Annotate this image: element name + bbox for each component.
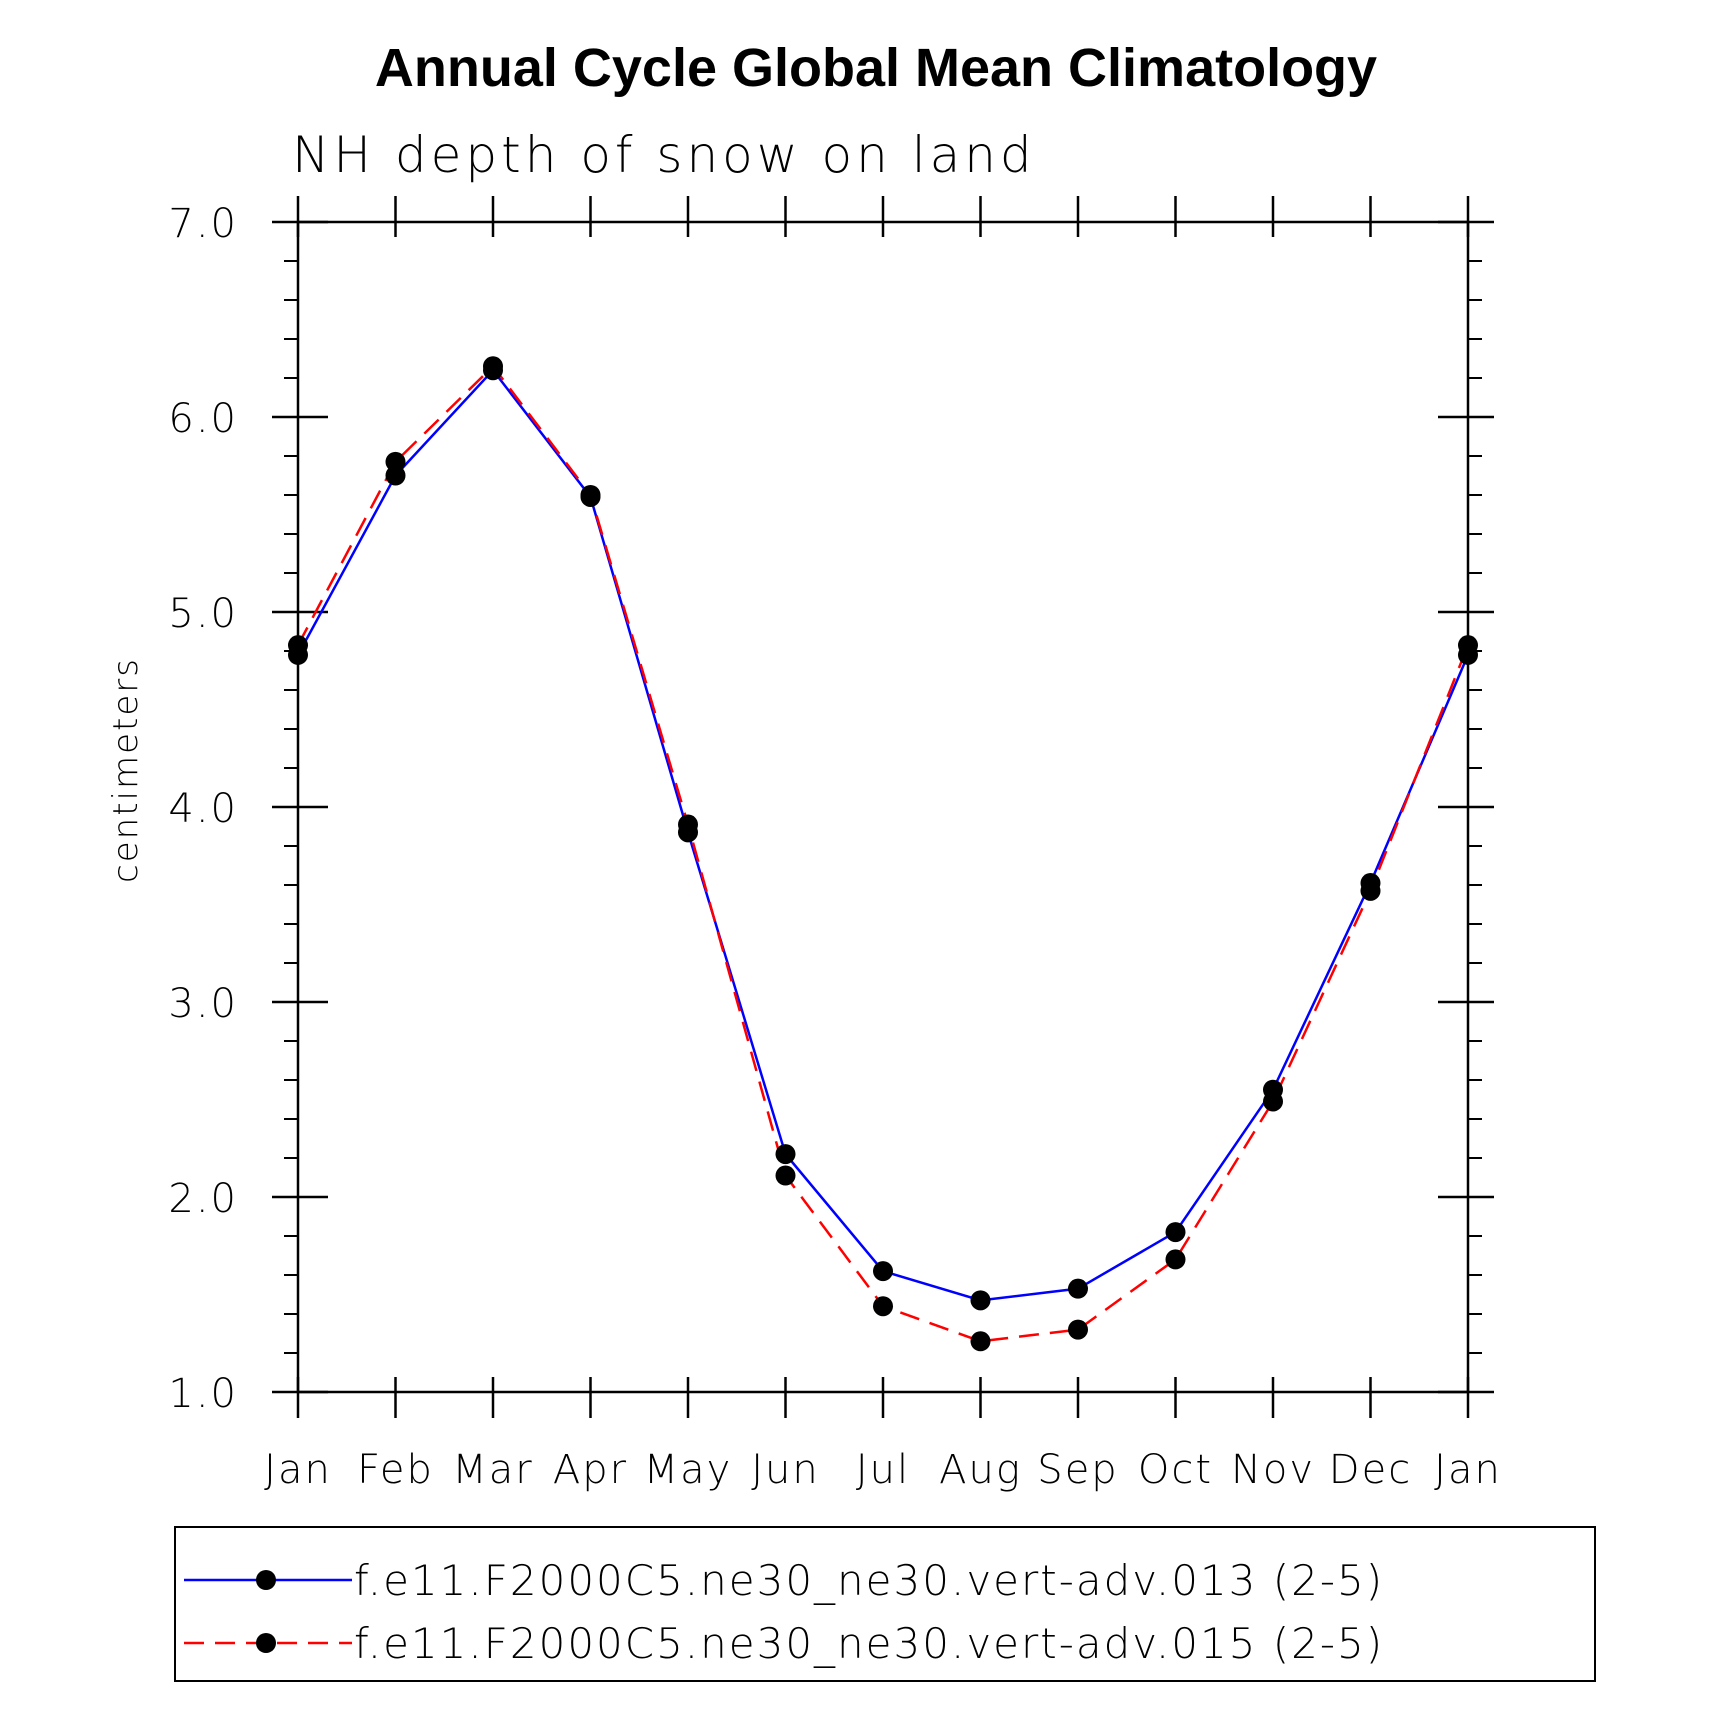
- y-tick-label: 6.0: [168, 396, 238, 442]
- x-tick-label: Nov: [1231, 1447, 1315, 1493]
- data-point-s2: [970, 1331, 991, 1352]
- y-tick-label: 4.0: [168, 786, 238, 832]
- series-group: [288, 356, 1478, 1352]
- data-point-s2: [385, 451, 406, 472]
- legend-marker-2: [256, 1633, 276, 1653]
- y-axis-label: centimeters: [106, 657, 146, 883]
- x-tick-label: Oct: [1138, 1447, 1213, 1493]
- x-tick-label: Apr: [553, 1447, 628, 1493]
- y-tick-label: 3.0: [168, 981, 238, 1027]
- legend-label-1: f.e11.F2000C5.ne30_ne30.vert-adv.013 (2-…: [354, 1556, 1384, 1605]
- x-tick-label: Feb: [357, 1447, 434, 1493]
- legend-marker-1: [256, 1570, 276, 1590]
- data-point-s2: [1068, 1319, 1088, 1340]
- data-point-s1: [1068, 1278, 1088, 1299]
- x-tick-label: Sep: [1037, 1447, 1118, 1493]
- data-point-s2: [288, 635, 308, 656]
- chart-title: Annual Cycle Global Mean Climatology: [375, 38, 1377, 98]
- x-tick-label: Jul: [856, 1447, 910, 1493]
- y-tick-label: 5.0: [168, 591, 238, 637]
- x-tick-label: Jan: [1434, 1447, 1502, 1493]
- x-tick-label: Mar: [452, 1447, 533, 1493]
- legend: f.e11.F2000C5.ne30_ne30.vert-adv.013 (2-…: [174, 1526, 1596, 1682]
- data-point-s2: [1458, 635, 1478, 656]
- axis-ticks: [272, 196, 1494, 1418]
- data-point-s1: [970, 1290, 991, 1311]
- x-tick-label: Jan: [264, 1447, 332, 1493]
- data-point-s1: [775, 1144, 796, 1165]
- data-point-s2: [678, 814, 698, 835]
- plot-frame: [296, 220, 1470, 1394]
- legend-box: [174, 1526, 1596, 1682]
- data-point-s1: [873, 1261, 893, 1282]
- data-point-s2: [775, 1165, 796, 1186]
- data-point-s2: [1360, 880, 1381, 901]
- data-point-s1: [1165, 1222, 1186, 1243]
- y-tick-label: 1.0: [168, 1371, 238, 1417]
- tick-labels: Jan Feb Mar Apr May Jun Jul Aug Sep Oct Nov Dec Jan 1…: [168, 201, 1502, 1493]
- chart-subtitle: NH depth of snow on land: [292, 126, 1036, 184]
- x-tick-label: Aug: [939, 1447, 1022, 1493]
- data-point-s2: [873, 1296, 893, 1317]
- data-point-s2: [580, 485, 601, 505]
- series-line-2: [296, 364, 1470, 1343]
- x-tick-label: Jun: [751, 1447, 820, 1493]
- x-tick-label: Dec: [1329, 1447, 1412, 1493]
- series-line-1: [296, 368, 1470, 1302]
- data-point-s2: [1165, 1249, 1186, 1270]
- data-point-s2: [483, 356, 503, 377]
- legend-label-2: f.e11.F2000C5.ne30_ne30.vert-adv.015 (2-…: [354, 1619, 1384, 1668]
- y-tick-label: 2.0: [168, 1176, 238, 1222]
- data-point-s2: [1263, 1091, 1283, 1112]
- y-tick-label: 7.0: [168, 201, 238, 247]
- x-tick-label: May: [644, 1447, 733, 1493]
